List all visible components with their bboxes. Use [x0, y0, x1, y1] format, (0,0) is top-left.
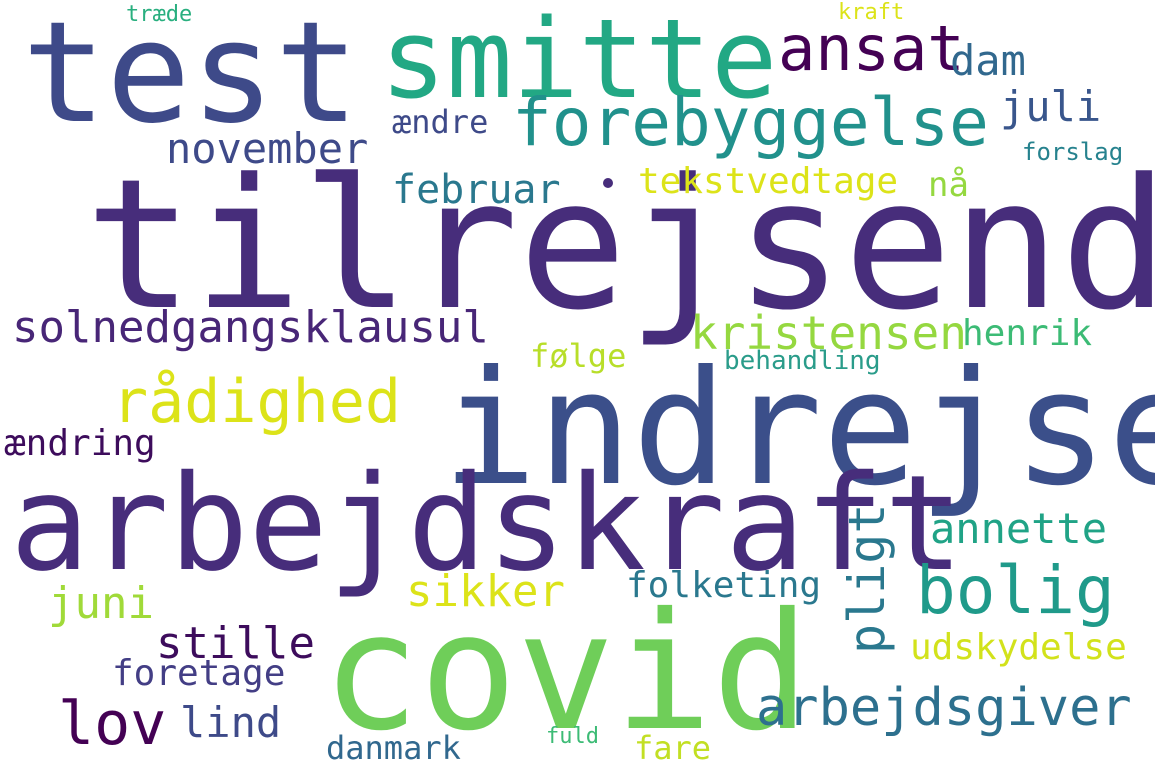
word-juni: juni — [48, 578, 154, 629]
word-indrejse: indrejse — [442, 337, 1155, 521]
word-februar: februar — [392, 167, 561, 213]
word-lov: lov — [58, 689, 167, 759]
word-dam: dam — [950, 36, 1026, 85]
word-november: november — [166, 124, 369, 173]
word-bolig: bolig — [916, 552, 1115, 629]
word-tekstvedtage: tekstvedtage — [638, 161, 899, 202]
word-covid: covid — [322, 579, 810, 767]
word-fuld: fuld — [546, 724, 599, 749]
word-test: test — [22, 0, 360, 155]
word-arbejdskraft: arbejdskraft — [10, 447, 964, 601]
word-aendre: ændre — [392, 103, 489, 141]
word-smitte: smitte — [380, 0, 778, 123]
word-henrik: henrik — [962, 313, 1093, 354]
word-pligt: pligt — [838, 503, 896, 654]
word-sikker: sikker — [406, 566, 565, 617]
word-forebyggelse: forebyggelse — [512, 84, 989, 161]
word-kraft: kraft — [838, 0, 905, 25]
word-traede: træde — [126, 2, 193, 27]
word-foretage: foretage — [112, 653, 286, 694]
word-stille: stille — [156, 618, 315, 669]
word-forslag: forslag — [1022, 138, 1124, 166]
word-folketing: folketing — [626, 565, 822, 606]
word-lind: lind — [180, 698, 282, 747]
word-kristensen: kristensen — [690, 306, 967, 360]
word-solnedgangsklausul: solnedgangsklausul — [12, 302, 489, 353]
word-arbejdsgiver: arbejdsgiver — [756, 678, 1132, 738]
word-na: nå — [928, 165, 969, 205]
word-ansat: ansat — [778, 12, 965, 85]
word-tilrejsende: tilrejsende — [85, 141, 1155, 350]
word-radighed: rådighed — [112, 367, 401, 437]
word-danmark: danmark — [326, 729, 461, 767]
word-aendring: ændring — [4, 423, 156, 464]
word-juli: juli — [1000, 82, 1102, 131]
word-folge: følge — [530, 337, 627, 375]
decor-dot — [603, 178, 613, 188]
word-fare: fare — [634, 729, 712, 767]
word-behandling: behandling — [724, 346, 881, 376]
word-udskydelse: udskydelse — [910, 627, 1127, 668]
word-annette: annette — [930, 504, 1108, 553]
